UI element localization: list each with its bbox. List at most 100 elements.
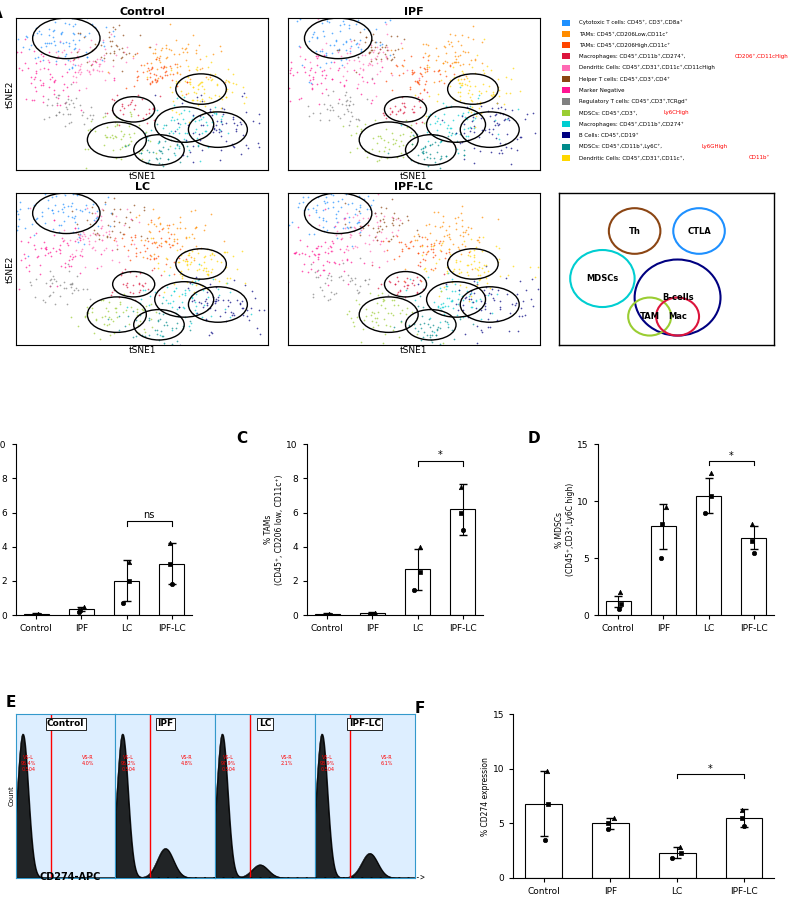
- Point: [96, 227, 109, 242]
- Point: [161, 296, 174, 310]
- Point: [421, 232, 434, 246]
- Point: [209, 294, 221, 309]
- Point: [269, 257, 282, 272]
- Point: [453, 228, 466, 243]
- Point: [479, 288, 491, 302]
- Point: [353, 200, 366, 214]
- Point: [443, 291, 456, 305]
- Point: [73, 248, 86, 262]
- Point: [153, 89, 166, 103]
- Point: [437, 300, 450, 315]
- Point: [306, 77, 318, 91]
- Point: [114, 224, 126, 239]
- Point: [346, 272, 359, 287]
- Point: [48, 38, 61, 52]
- Point: [47, 74, 60, 89]
- Point: [40, 39, 52, 53]
- Point: [310, 263, 323, 278]
- Point: [126, 51, 139, 65]
- Point: [233, 296, 246, 310]
- Point: [84, 67, 96, 81]
- Point: [472, 88, 485, 102]
- Point: [79, 29, 92, 43]
- Point: [337, 212, 350, 226]
- Point: [347, 315, 359, 329]
- Point: [326, 200, 339, 214]
- Point: [163, 231, 175, 245]
- Point: [86, 17, 99, 32]
- Point: [121, 243, 134, 258]
- Point: [78, 202, 91, 216]
- Point: [84, 216, 96, 231]
- Point: [46, 203, 58, 217]
- Point: [157, 285, 170, 300]
- Point: [53, 289, 66, 303]
- Point: [433, 135, 446, 149]
- Point: [194, 154, 207, 168]
- Point: [501, 110, 514, 125]
- Point: [77, 30, 90, 44]
- Point: [428, 295, 441, 310]
- Point: [318, 0, 330, 6]
- Point: [54, 243, 66, 257]
- Point: [357, 211, 370, 225]
- Point: [62, 199, 74, 214]
- Point: [401, 63, 413, 78]
- Point: [384, 319, 397, 334]
- Point: [230, 121, 243, 136]
- Point: [455, 505, 468, 519]
- Point: [298, 60, 310, 74]
- Point: [69, 214, 81, 229]
- Point: [462, 248, 475, 262]
- Point: [456, 289, 468, 303]
- Point: [327, 188, 340, 203]
- Point: [312, 12, 325, 26]
- Point: [100, 301, 112, 316]
- Point: [411, 74, 423, 89]
- Point: [453, 89, 466, 103]
- Point: [29, 83, 42, 98]
- Point: [450, 254, 462, 269]
- Point: [77, 117, 90, 131]
- Point: [416, 229, 428, 243]
- Point: [193, 294, 205, 309]
- Point: [103, 66, 115, 81]
- Point: [194, 52, 207, 66]
- Point: [457, 148, 470, 162]
- Point: [361, 149, 374, 164]
- Point: [246, 114, 259, 129]
- Point: [54, 246, 66, 261]
- Point: [493, 131, 506, 146]
- Point: [187, 253, 200, 268]
- Point: [356, 220, 369, 234]
- Point: [498, 137, 511, 151]
- Point: [356, 124, 368, 138]
- Point: [143, 110, 156, 124]
- Point: [130, 249, 142, 263]
- Point: [28, 227, 40, 242]
- Point: [304, 72, 317, 87]
- Point: [173, 221, 186, 235]
- Point: [88, 42, 100, 56]
- Y-axis label: % TAMs
(CD45⁺, CD206 low, CD11c⁺): % TAMs (CD45⁺, CD206 low, CD11c⁺): [264, 474, 284, 585]
- Point: [182, 115, 195, 129]
- Point: [279, 76, 292, 91]
- Point: [431, 322, 443, 337]
- Point: [510, 296, 522, 310]
- Point: [442, 129, 454, 144]
- Point: [96, 52, 108, 67]
- Point: [126, 278, 139, 292]
- Point: [145, 213, 157, 227]
- Point: [311, 263, 324, 278]
- Point: [159, 65, 171, 80]
- Point: [92, 228, 105, 243]
- Point: [287, 68, 299, 82]
- Point: [445, 34, 457, 49]
- Point: [285, 54, 298, 69]
- Point: [99, 72, 111, 87]
- Point: [449, 284, 461, 299]
- Point: [22, 201, 35, 215]
- Point: [66, 204, 78, 218]
- Point: [143, 157, 156, 171]
- Point: [359, 272, 371, 287]
